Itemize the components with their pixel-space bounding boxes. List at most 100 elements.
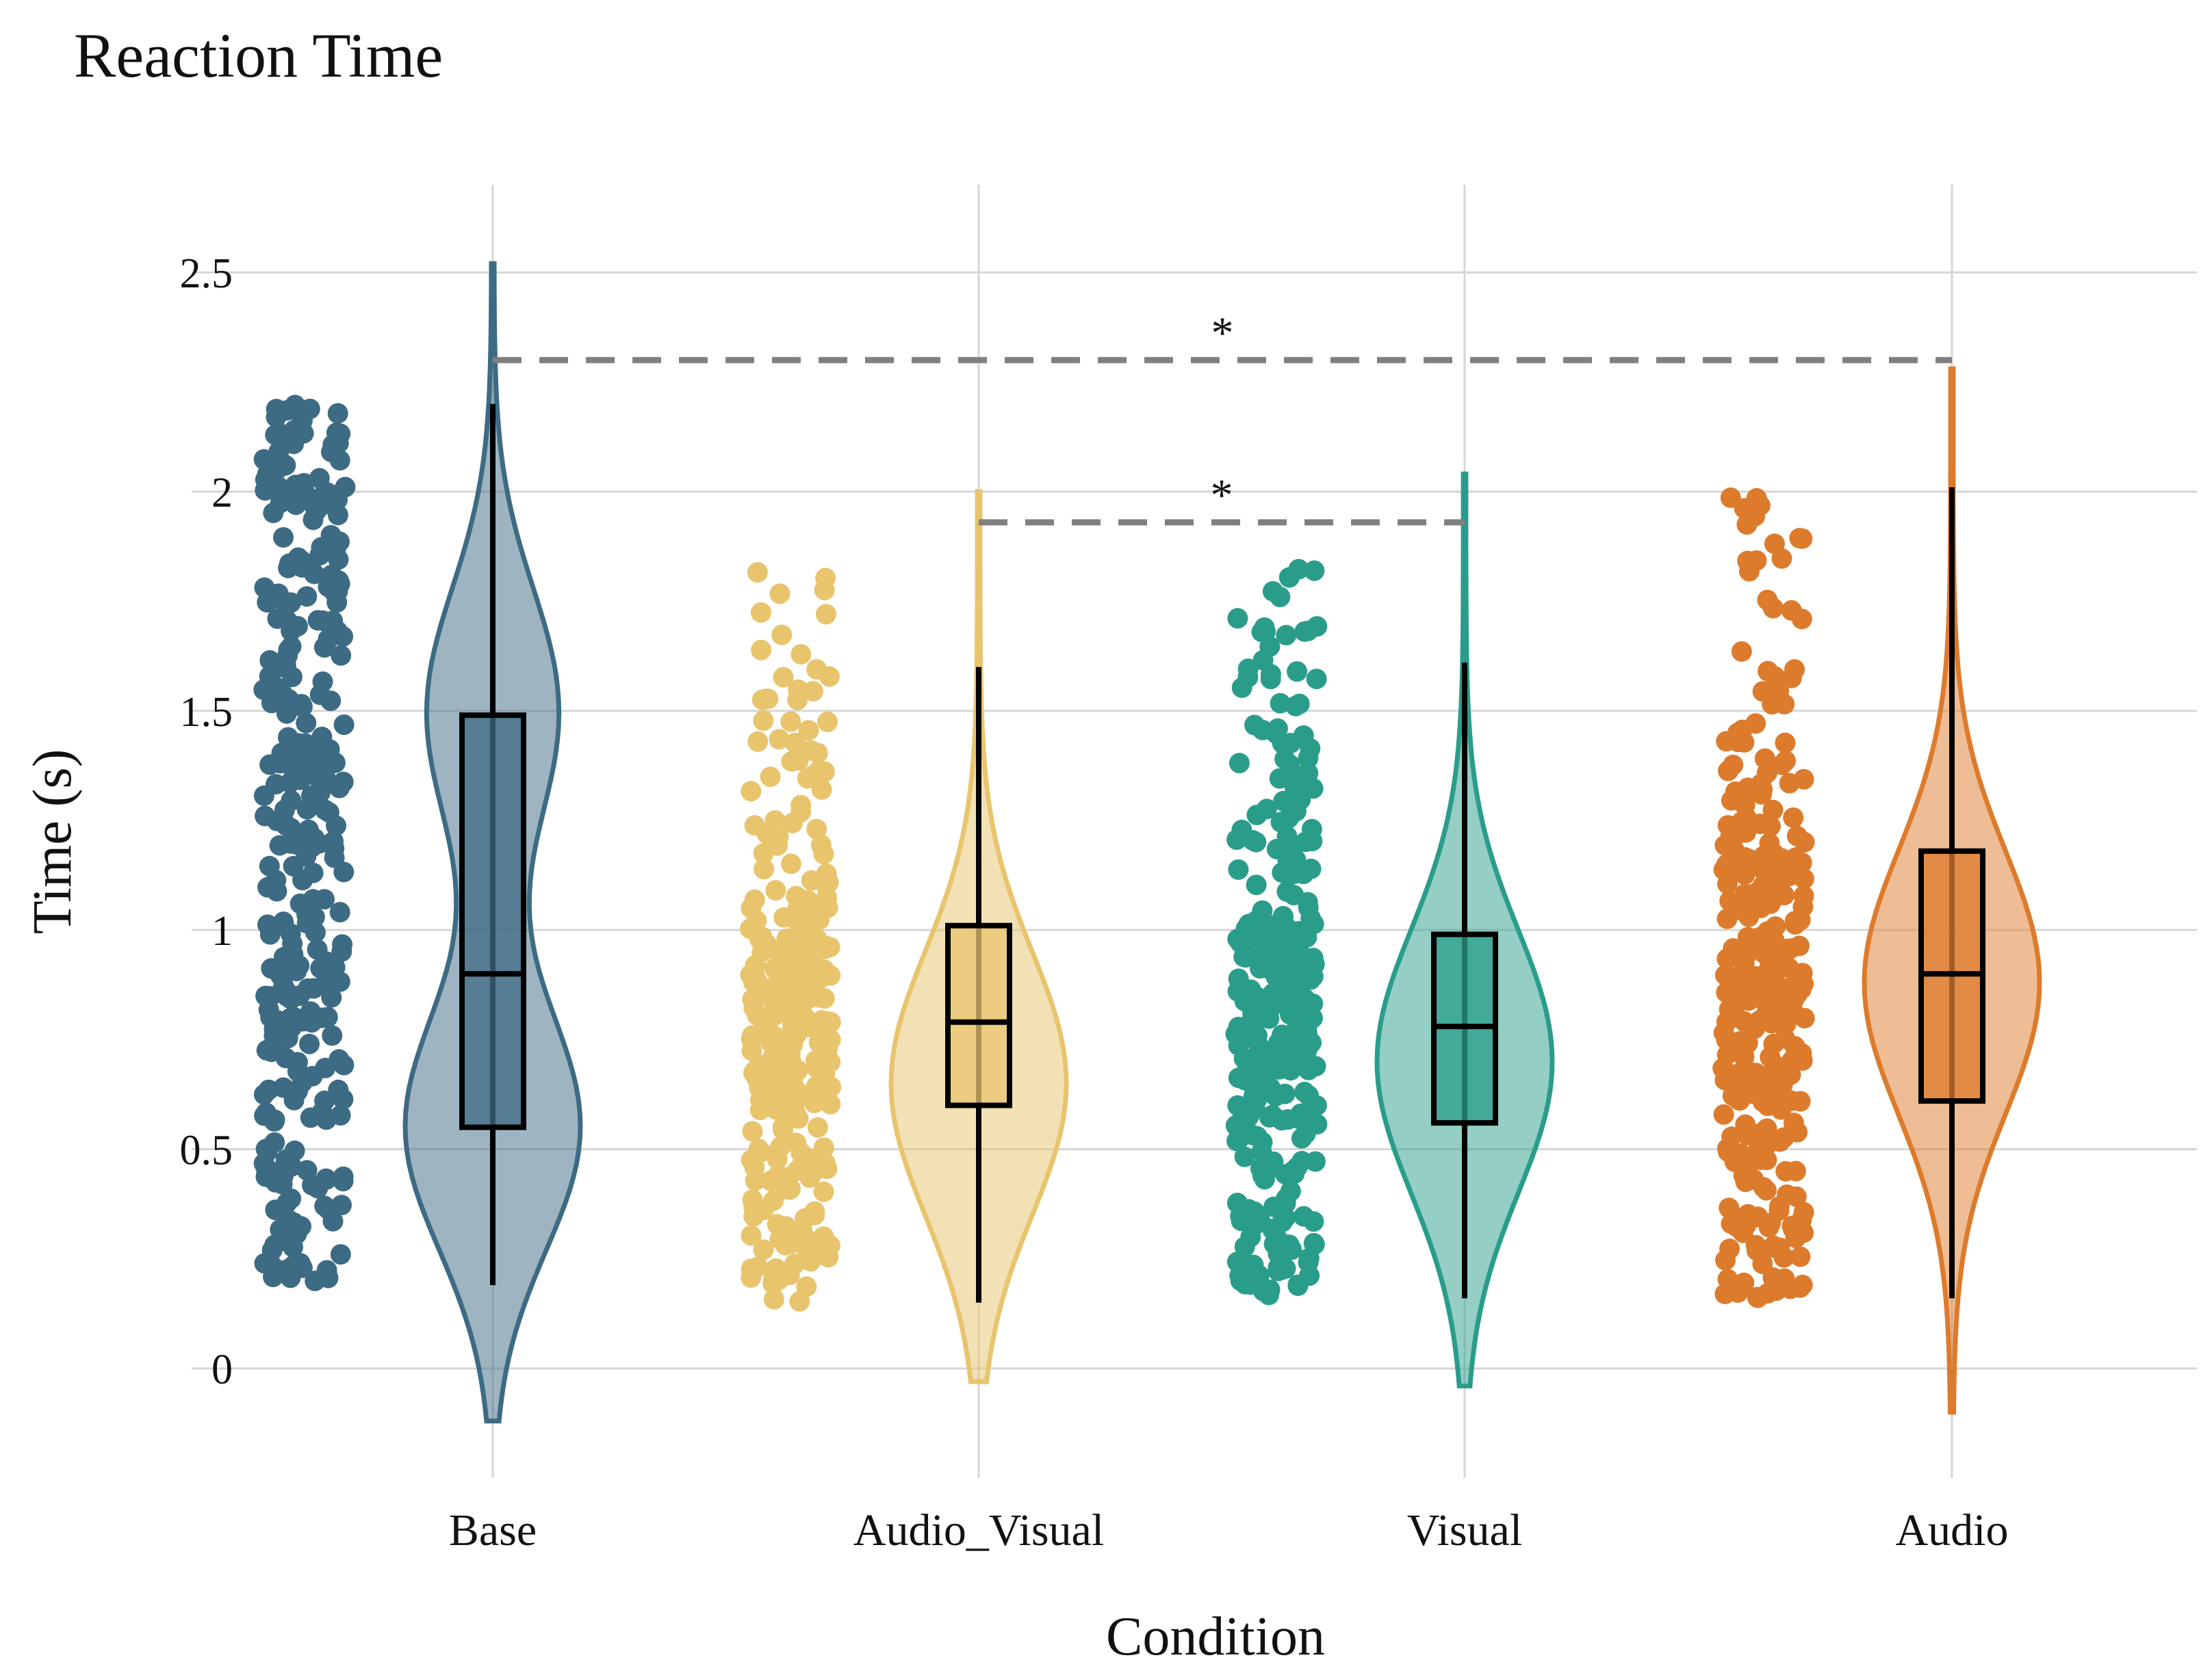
data-point-audio bbox=[1742, 850, 1764, 871]
data-point-audio-visual bbox=[764, 958, 785, 979]
data-point-audio-visual bbox=[817, 1011, 838, 1032]
data-point-base bbox=[259, 754, 281, 775]
data-point-base bbox=[266, 406, 287, 428]
y-tick-label: 0.5 bbox=[180, 1127, 233, 1173]
data-point-visual bbox=[1260, 669, 1281, 690]
data-point-audio bbox=[1758, 1217, 1779, 1238]
data-point-visual bbox=[1231, 926, 1252, 948]
data-point-base bbox=[253, 449, 274, 470]
data-point-audio-visual bbox=[742, 1121, 763, 1142]
data-point-visual bbox=[1298, 1059, 1319, 1080]
data-point-audio-visual bbox=[741, 781, 762, 802]
y-tick-label: 2 bbox=[211, 469, 233, 516]
data-point-base bbox=[279, 553, 300, 574]
data-point-base bbox=[304, 907, 325, 928]
data-point-audio-visual bbox=[786, 885, 807, 907]
data-point-audio bbox=[1783, 807, 1804, 828]
data-point-visual bbox=[1303, 1211, 1324, 1232]
data-point-base bbox=[303, 862, 324, 883]
data-point-audio bbox=[1790, 1246, 1811, 1267]
data-point-visual bbox=[1278, 567, 1300, 588]
data-point-visual bbox=[1252, 649, 1274, 671]
data-point-base bbox=[313, 637, 335, 658]
data-point-audio bbox=[1775, 1160, 1797, 1182]
data-point-visual bbox=[1235, 1108, 1256, 1130]
data-point-visual bbox=[1263, 1151, 1284, 1172]
data-point-base bbox=[273, 527, 294, 548]
data-point-audio bbox=[1793, 1202, 1814, 1223]
data-point-visual bbox=[1228, 968, 1249, 989]
y-tick-label: 0 bbox=[211, 1347, 233, 1393]
data-point-audio bbox=[1745, 713, 1766, 734]
data-point-base bbox=[314, 889, 335, 910]
y-axis-title: Time (s) bbox=[23, 749, 83, 934]
data-point-base bbox=[276, 981, 298, 1002]
data-point-audio bbox=[1739, 1071, 1760, 1092]
data-point-audio-visual bbox=[817, 712, 838, 732]
data-point-audio bbox=[1719, 999, 1740, 1020]
data-point-base bbox=[327, 403, 348, 424]
data-point-visual bbox=[1229, 753, 1250, 774]
data-point-visual bbox=[1264, 1038, 1285, 1059]
x-tick-label-audio-visual: Audio_Visual bbox=[853, 1505, 1104, 1555]
data-point-visual bbox=[1272, 733, 1293, 754]
data-point-visual bbox=[1248, 1265, 1270, 1286]
data-point-visual bbox=[1242, 830, 1263, 851]
data-point-audio bbox=[1756, 1180, 1777, 1201]
data-point-audio-visual bbox=[806, 1050, 826, 1071]
data-point-audio-visual bbox=[780, 711, 801, 732]
data-point-audio bbox=[1762, 799, 1784, 820]
data-point-visual bbox=[1246, 910, 1267, 931]
data-point-audio-visual bbox=[780, 965, 801, 987]
data-point-audio-visual bbox=[803, 681, 823, 702]
data-point-audio bbox=[1782, 998, 1803, 1019]
data-point-base bbox=[296, 799, 318, 820]
data-point-audio-visual bbox=[769, 729, 790, 750]
data-point-visual bbox=[1234, 1146, 1255, 1167]
data-point-visual bbox=[1276, 1188, 1297, 1209]
data-point-visual bbox=[1269, 980, 1289, 1001]
data-point-base bbox=[310, 958, 331, 978]
significance-label: * bbox=[1211, 470, 1233, 520]
data-point-visual bbox=[1244, 714, 1265, 736]
data-point-base bbox=[270, 491, 292, 512]
data-point-base bbox=[292, 1072, 313, 1093]
data-point-audio-visual bbox=[772, 1100, 793, 1121]
data-point-audio bbox=[1786, 1186, 1807, 1207]
data-point-audio bbox=[1735, 1114, 1756, 1135]
data-point-audio bbox=[1779, 866, 1800, 887]
data-point-visual bbox=[1259, 1056, 1280, 1077]
data-point-base bbox=[283, 944, 304, 965]
data-point-base bbox=[253, 1153, 274, 1174]
data-point-visual bbox=[1280, 794, 1301, 815]
data-point-visual bbox=[1258, 1284, 1279, 1306]
data-point-audio-visual bbox=[806, 659, 827, 680]
data-point-audio-visual bbox=[747, 971, 768, 992]
data-point-audio-visual bbox=[784, 732, 806, 753]
data-point-visual bbox=[1268, 1243, 1289, 1265]
y-tick-label: 1 bbox=[211, 908, 233, 955]
data-point-base bbox=[261, 958, 282, 979]
data-point-audio-visual bbox=[816, 887, 838, 908]
data-point-audio bbox=[1720, 487, 1741, 508]
data-point-audio-visual bbox=[816, 604, 836, 625]
data-point-visual bbox=[1270, 586, 1291, 608]
data-point-visual bbox=[1287, 1156, 1308, 1178]
data-point-visual bbox=[1296, 766, 1317, 787]
data-point-base bbox=[303, 509, 324, 530]
data-point-audio-visual bbox=[788, 679, 809, 700]
data-point-visual bbox=[1307, 616, 1328, 637]
data-point-base bbox=[297, 978, 318, 999]
data-point-visual bbox=[1270, 812, 1291, 833]
data-point-base bbox=[311, 1007, 333, 1028]
data-point-base bbox=[296, 586, 318, 607]
data-point-base bbox=[328, 549, 349, 570]
chart-title: Reaction Time bbox=[74, 21, 443, 90]
data-point-audio bbox=[1737, 1163, 1758, 1184]
data-point-audio-visual bbox=[750, 602, 771, 623]
data-point-audio-visual bbox=[751, 639, 772, 660]
data-point-audio-visual bbox=[754, 859, 775, 880]
data-point-audio-visual bbox=[810, 834, 832, 855]
data-point-base bbox=[314, 1195, 335, 1217]
